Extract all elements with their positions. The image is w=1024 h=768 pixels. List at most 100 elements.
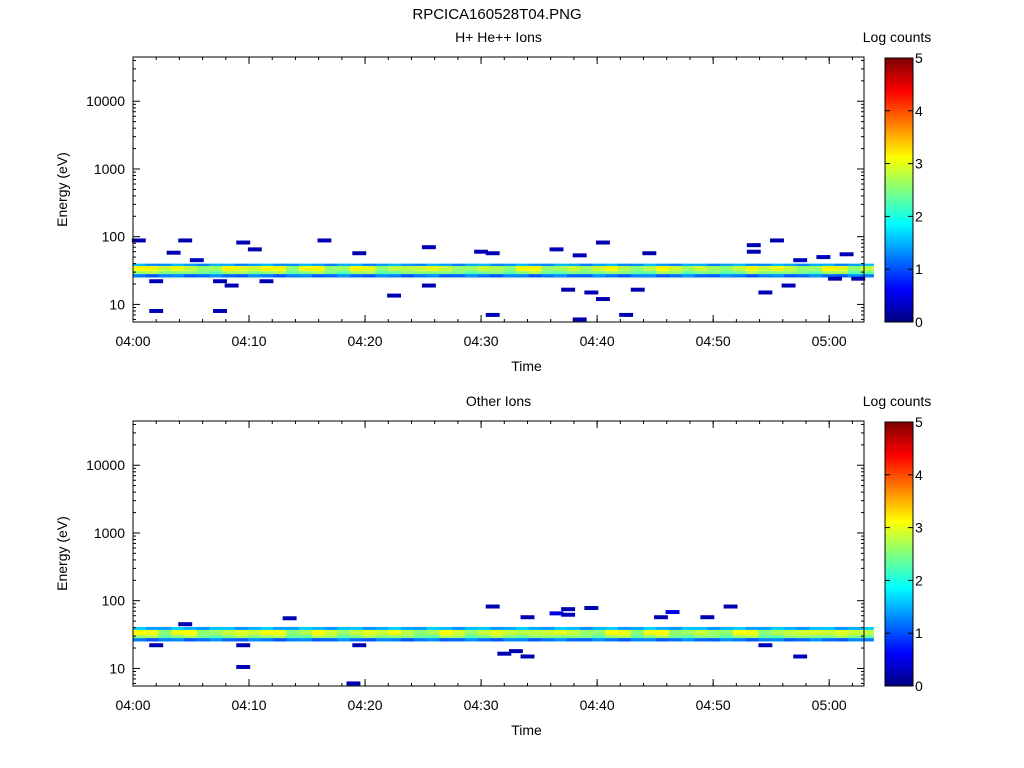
band-cell <box>605 626 619 630</box>
band-cell <box>349 635 364 639</box>
band-cell <box>834 626 849 630</box>
band-cell <box>643 638 657 642</box>
band-cell <box>171 274 185 278</box>
band-cell <box>503 629 517 636</box>
band-cell <box>235 638 249 642</box>
band-cell <box>579 271 594 275</box>
band-cell <box>439 629 453 636</box>
band-cell <box>643 629 657 636</box>
count-cell <box>178 238 193 243</box>
band-cell <box>158 629 172 636</box>
band-cell <box>133 626 147 630</box>
colorbar-step <box>885 174 913 178</box>
colorbar-step <box>885 464 913 468</box>
count-cell <box>770 238 784 243</box>
band-cell <box>771 638 785 642</box>
colorbar-step <box>885 646 913 650</box>
band-cell <box>847 274 862 278</box>
band-cell <box>745 626 760 630</box>
count-cell <box>485 604 500 609</box>
band-cell <box>426 626 440 630</box>
band-cell <box>260 265 274 272</box>
colorbar-step <box>885 575 913 579</box>
band-cell <box>847 626 862 630</box>
count-cell <box>665 610 680 615</box>
band-cell <box>783 629 798 636</box>
band-cell <box>260 629 274 636</box>
band-cell <box>145 263 160 266</box>
colorbar-step <box>885 158 913 162</box>
colorbar-step <box>885 269 913 273</box>
band-cell <box>490 638 504 642</box>
band-cell <box>464 265 479 272</box>
x-tick-label: 04:30 <box>464 333 499 349</box>
band-cell <box>311 265 326 272</box>
band-cell <box>477 274 491 278</box>
colorbar-step <box>885 300 913 305</box>
band-cell <box>618 265 632 272</box>
colorbar-step <box>885 485 913 489</box>
band-cell <box>311 629 326 636</box>
band-cell <box>860 274 874 278</box>
band-cell <box>847 265 862 272</box>
colorbar-step <box>885 583 913 587</box>
band-cell <box>515 629 530 636</box>
band-cell <box>273 638 287 642</box>
band-cell <box>834 263 849 266</box>
band-cell <box>349 638 364 642</box>
colorbar-tick-label: 2 <box>915 208 923 224</box>
count-cell <box>497 651 512 656</box>
colorbar-step <box>885 68 913 72</box>
band-cell <box>298 635 313 639</box>
x-tick-label: 04:10 <box>232 333 267 349</box>
count-cell <box>700 615 715 620</box>
colorbar-tick-label: 0 <box>915 678 923 694</box>
count-cell <box>746 249 761 254</box>
band-cell <box>196 626 211 630</box>
colorbar-step <box>885 219 913 223</box>
colorbar-step <box>885 277 913 281</box>
band-cell <box>515 626 530 630</box>
colorbar-step <box>885 168 913 173</box>
band-cell <box>145 635 160 639</box>
band-cell <box>324 274 338 278</box>
colorbar-step <box>885 108 913 112</box>
colorbar-step <box>885 160 913 165</box>
band-cell <box>707 265 721 272</box>
band-cell <box>222 274 236 278</box>
band-cell <box>771 271 785 275</box>
band-cell <box>464 635 479 639</box>
band-cell <box>681 635 696 639</box>
colorbar-step <box>885 641 913 645</box>
band-cell <box>758 635 772 639</box>
colorbar-step <box>885 588 913 592</box>
band-cell <box>528 635 543 639</box>
band-cell <box>732 626 747 630</box>
band-cell <box>783 271 798 275</box>
band-cell <box>860 635 874 639</box>
band-cell <box>605 638 619 642</box>
colorbar-step <box>885 197 913 202</box>
band-cell <box>171 271 185 275</box>
count-cell <box>520 615 535 620</box>
count-cell <box>346 681 361 686</box>
band-cell <box>528 626 543 630</box>
band-cell <box>464 274 479 278</box>
band-cell <box>388 271 402 275</box>
x-tick-label: 04:30 <box>464 697 499 713</box>
band-cell <box>337 263 351 266</box>
band-cell <box>209 629 223 636</box>
figure-title: RPCICA160528T04.PNG <box>412 6 581 23</box>
band-cell <box>783 626 798 630</box>
band-cell <box>375 629 389 636</box>
band-cell <box>503 638 517 642</box>
band-cell <box>209 265 223 272</box>
band-cell <box>133 638 147 642</box>
band-cell <box>375 263 389 266</box>
colorbar-step <box>885 662 913 666</box>
band-cell <box>452 635 466 639</box>
panel-h-he-ions: H+ He++ Ions 04:00 04:10 04:20 04:30 04:40 04:… <box>54 29 931 374</box>
count-cell <box>352 643 367 648</box>
band-cell <box>196 274 211 278</box>
count-cell <box>584 606 599 610</box>
